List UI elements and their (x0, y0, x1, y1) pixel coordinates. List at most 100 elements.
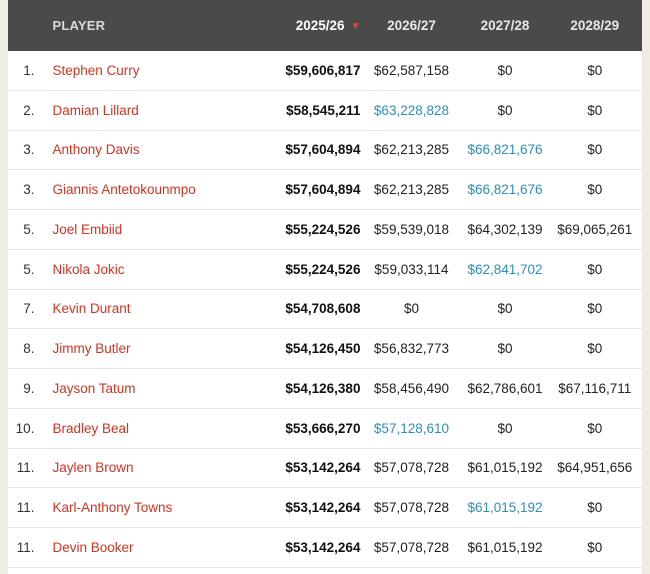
salary-2025-26-cell: $57,604,894 (285, 142, 361, 158)
salary-2027-28-cell: $0 (497, 301, 513, 317)
salary-2025-26-cell: $53,142,264 (285, 460, 361, 476)
salary-2027-28-cell: $0 (497, 341, 513, 357)
salary-2027-28-cell: $61,015,192 (467, 500, 543, 516)
salary-2026-27-cell: $59,033,114 (374, 261, 449, 277)
salary-2028-29-cell: $0 (587, 420, 603, 436)
salary-2027-28-cell: $61,015,192 (467, 460, 543, 476)
player-name-link[interactable]: Damian Lillard (52, 102, 139, 118)
player-name-link[interactable]: Karl-Anthony Towns (52, 500, 173, 516)
salary-2026-27-cell: $62,213,285 (373, 142, 449, 158)
table-row: 7. Kevin Durant $54,708,608 $0 $0 $0 (8, 290, 642, 330)
salary-2028-29-cell: $69,065,261 (557, 221, 633, 237)
table-row: 10. Bradley Beal $53,666,270 $57,128,610 $0 $… (8, 409, 642, 449)
salary-2028-29-cell: $0 (587, 62, 603, 78)
rank-cell: 1. (23, 62, 35, 78)
player-column-header[interactable]: PLAYER (52, 18, 106, 33)
rank-cell: 9. (23, 380, 35, 396)
salary-2026-27-cell: $56,832,773 (373, 341, 449, 357)
salary-2027-28-cell: $0 (497, 102, 513, 118)
rank-cell: 11. (16, 460, 35, 476)
salary-2026-27-cell: $57,078,728 (373, 500, 449, 516)
salary-2027-28-cell: $0 (497, 420, 513, 436)
table-row: 5. Nikola Jokic $55,224,526 $59,033,114 $62,… (8, 250, 642, 290)
player-name-link[interactable]: Stephen Curry (52, 62, 140, 78)
player-name-link[interactable]: Kevin Durant (52, 301, 131, 317)
table-body: 1. Stephen Curry $59,606,817 $62,587,158 $0 $… (8, 51, 642, 568)
salary-2026-27-cell: $57,078,728 (373, 460, 449, 476)
rank-cell: 7. (23, 301, 35, 317)
salary-2026-27-cell: $63,228,828 (373, 102, 449, 118)
salary-2028-29-cell: $67,116,711 (558, 380, 632, 396)
table-row: 3. Anthony Davis $57,604,894 $62,213,285 $66… (8, 131, 642, 171)
salary-2025-26-cell: $59,606,817 (285, 62, 361, 78)
table-row: 11. Devin Booker $53,142,264 $57,078,728 $61… (8, 528, 642, 568)
salary-2025-26-cell: $55,224,526 (285, 261, 361, 277)
salary-2026-27-cell: $0 (403, 301, 419, 317)
table-row: 11. Jaylen Brown $53,142,264 $57,078,728 $61… (8, 449, 642, 489)
rank-cell: 8. (23, 341, 35, 357)
player-name-link[interactable]: Bradley Beal (52, 420, 129, 436)
rank-cell: 2. (23, 102, 35, 118)
rank-cell: 5. (23, 221, 35, 237)
salary-2028-29-cell: $64,951,656 (557, 460, 633, 476)
salary-2028-29-cell: $0 (587, 182, 603, 198)
rank-cell: 5. (23, 261, 35, 277)
salary-2025-26-cell: $53,666,270 (285, 420, 361, 436)
salary-2028-29-cell: $0 (587, 500, 603, 516)
table-row: 3. Giannis Antetokounmpo $57,604,894 $62,21… (8, 170, 642, 210)
salary-2027-28-cell: $66,821,676 (467, 182, 543, 198)
salary-2025-26-cell: $53,142,264 (285, 500, 361, 516)
season-2026-27-column-header[interactable]: 2026/27 (387, 18, 436, 33)
salary-2025-26-cell: $54,126,380 (285, 380, 361, 396)
player-name-link[interactable]: Jaylen Brown (52, 460, 134, 476)
salary-2027-28-cell: $62,841,702 (467, 261, 543, 277)
salary-2025-26-cell: $55,224,526 (285, 221, 361, 237)
salary-2027-28-cell: $66,821,676 (467, 142, 543, 158)
rank-cell: 10. (15, 420, 35, 436)
rank-cell: 3. (23, 142, 35, 158)
salary-2028-29-cell: $0 (587, 142, 603, 158)
salary-2026-27-cell: $57,128,610 (373, 420, 449, 436)
salary-2025-26-cell: $57,604,894 (285, 182, 361, 198)
table-row: 2. Damian Lillard $58,545,211 $63,228,828 $0… (8, 91, 642, 131)
player-name-link[interactable]: Anthony Davis (52, 142, 140, 158)
table-row: 5. Joel Embiid $55,224,526 $59,539,018 $64,3… (8, 210, 642, 250)
table-header: PLAYER 2025/26 ▼ 2026/27 2027/28 2028/29 (8, 0, 642, 51)
salary-2025-26-cell: $54,126,450 (285, 341, 361, 357)
salary-2025-26-cell: $53,142,264 (285, 539, 361, 555)
salary-2028-29-cell: $0 (587, 301, 603, 317)
salary-2027-28-cell: $62,786,601 (467, 380, 543, 396)
season-2028-29-column-header[interactable]: 2028/29 (570, 18, 620, 33)
salary-2025-26-cell: $54,708,608 (285, 301, 361, 317)
salary-2026-27-cell: $62,587,158 (373, 62, 449, 78)
chevron-down-icon: ▼ (350, 21, 361, 32)
salary-2028-29-cell: $0 (587, 539, 603, 555)
player-name-link[interactable]: Jayson Tatum (52, 380, 136, 396)
salary-2027-28-cell: $0 (497, 62, 513, 78)
player-name-link[interactable]: Jimmy Butler (52, 341, 131, 357)
salary-2028-29-cell: $0 (587, 261, 603, 277)
table-row: 8. Jimmy Butler $54,126,450 $56,832,773 $0 $0 (8, 329, 642, 369)
season-2025-26-column-header[interactable]: 2025/26 ▼ (241, 18, 361, 33)
salary-2026-27-cell: $57,078,728 (373, 539, 449, 555)
table-row: 1. Stephen Curry $59,606,817 $62,587,158 $0 $… (8, 51, 642, 91)
salary-2026-27-cell: $59,539,018 (373, 221, 449, 237)
table-row: 11. Karl-Anthony Towns $53,142,264 $57,078,… (8, 488, 642, 528)
salary-2027-28-cell: $61,015,192 (467, 539, 543, 555)
rank-cell: 3. (23, 182, 35, 198)
player-name-link[interactable]: Joel Embiid (52, 221, 123, 237)
salary-2027-28-cell: $64,302,139 (467, 221, 543, 237)
rank-cell: 11. (16, 539, 35, 555)
salary-2025-26-cell: $58,545,211 (286, 102, 361, 118)
rank-cell: 11. (16, 500, 35, 516)
player-name-link[interactable]: Giannis Antetokounmpo (52, 182, 196, 198)
salary-2026-27-cell: $62,213,285 (373, 182, 449, 198)
table-row: 9. Jayson Tatum $54,126,380 $58,456,490 $62,… (8, 369, 642, 409)
season-2025-26-label: 2025/26 (295, 18, 345, 33)
salary-2028-29-cell: $0 (587, 341, 603, 357)
season-2027-28-column-header[interactable]: 2027/28 (480, 18, 530, 33)
salary-2026-27-cell: $58,456,490 (373, 380, 449, 396)
salary-2028-29-cell: $0 (587, 102, 603, 118)
player-name-link[interactable]: Devin Booker (52, 539, 134, 555)
player-name-link[interactable]: Nikola Jokic (52, 261, 125, 277)
